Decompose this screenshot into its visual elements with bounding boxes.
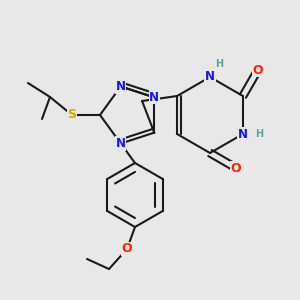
- Text: O: O: [253, 64, 263, 76]
- Text: O: O: [231, 161, 241, 175]
- Text: S: S: [68, 109, 76, 122]
- Text: N: N: [149, 91, 159, 104]
- Text: N: N: [116, 80, 126, 93]
- Text: N: N: [238, 128, 248, 140]
- Text: N: N: [116, 137, 126, 150]
- Text: H: H: [255, 129, 263, 139]
- Text: H: H: [215, 59, 223, 69]
- Text: O: O: [122, 242, 132, 256]
- Text: N: N: [205, 70, 215, 83]
